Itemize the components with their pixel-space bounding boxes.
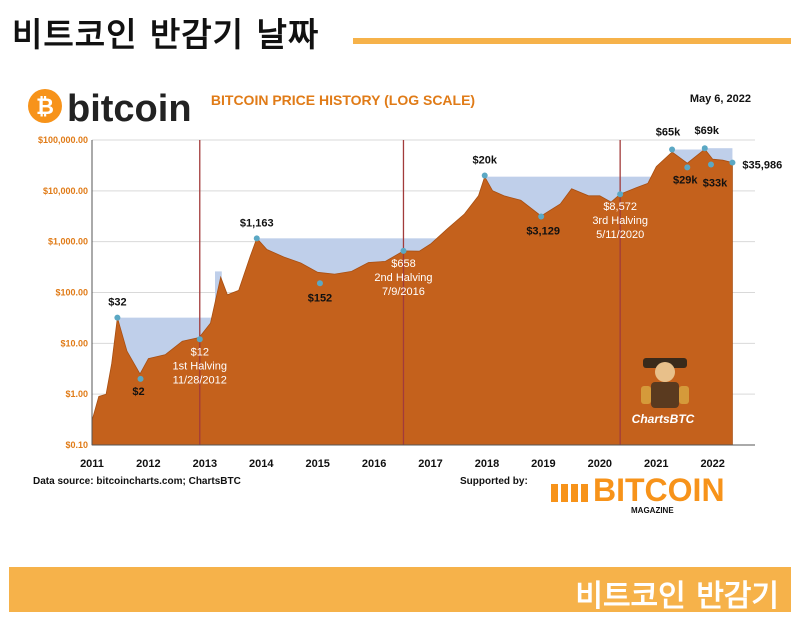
price-label: $32	[108, 297, 126, 309]
annotations: $32 $2 $1,163 $152 $20k $3,129 $65k $29k $69k $33…	[108, 125, 782, 398]
bitcoin-logo-icon	[28, 89, 62, 123]
price-point	[253, 235, 260, 242]
price-label: $152	[308, 292, 332, 304]
x-tick-label: 2016	[362, 458, 386, 470]
x-tick-label: 2011	[80, 458, 104, 470]
halving-point	[196, 336, 203, 343]
bitcoin-magazine-sub: MAGAZINE	[631, 506, 674, 515]
halving-price-label: $8,572	[603, 201, 637, 213]
halving-point	[617, 191, 624, 198]
price-label: $65k	[656, 127, 681, 139]
x-tick-label: 2014	[249, 458, 274, 470]
y-tick-label: $1,000.00	[48, 237, 88, 247]
x-tick-label: 2021	[644, 458, 668, 470]
data-source: Data source: bitcoincharts.com; ChartsBT…	[33, 476, 241, 487]
price-area-path	[91, 148, 733, 446]
bitcoin-logo-word: bitcoin	[67, 88, 192, 130]
halving-point	[400, 247, 407, 254]
halving-date-label: 7/9/2016	[382, 286, 425, 298]
price-chart: ₿ bitcoin BITCOIN PRICE HISTORY (LOG SCA…	[28, 88, 782, 515]
y-tick-label: $1.00	[65, 389, 88, 399]
price-point	[481, 172, 488, 179]
chart-title: BITCOIN PRICE HISTORY (LOG SCALE)	[211, 92, 475, 108]
mascot-label: ChartsBTC	[632, 412, 695, 426]
x-tick-label: 2015	[305, 458, 329, 470]
chartsbtc-mascot-icon	[641, 358, 689, 408]
supported-by: Supported by:	[460, 476, 528, 487]
price-point	[316, 280, 323, 287]
y-tick-label: $10,000.00	[43, 186, 88, 196]
price-point	[729, 159, 736, 166]
y-tick-label: $0.10	[65, 440, 88, 450]
y-tick-label: $100.00	[55, 288, 88, 298]
bitcoin-logo-symbol: ₿	[36, 94, 54, 119]
price-point	[701, 145, 708, 152]
price-label: $29k	[673, 174, 698, 186]
halving-name-label: 1st Halving	[173, 360, 227, 372]
chart-card: ₿ bitcoin BITCOIN PRICE HISTORY (LOG SCA…	[13, 70, 787, 518]
price-point	[707, 161, 714, 168]
price-label: $3,129	[526, 225, 560, 237]
y-tick-label: $100,000.00	[38, 135, 88, 145]
price-label: $20k	[472, 155, 497, 167]
footer-text: 비트코인 반감기	[575, 579, 779, 614]
x-tick-label: 2022	[700, 458, 724, 470]
halving-price-label: $658	[391, 258, 415, 270]
price-point	[114, 314, 121, 321]
price-label: $2	[132, 386, 144, 398]
halving-price-label: $12	[191, 346, 209, 358]
chart-date: May 6, 2022	[690, 93, 751, 105]
price-point	[538, 213, 545, 220]
price-point	[684, 164, 691, 171]
x-tick-label: 2017	[418, 458, 442, 470]
x-tick-label: 2018	[475, 458, 499, 470]
halving-lines	[199, 140, 621, 445]
footer-bar: 비트코인 반감기	[9, 567, 791, 614]
price-label: $69k	[695, 125, 720, 137]
price-point	[669, 146, 676, 153]
x-tick-label: 2012	[136, 458, 160, 470]
bitcoin-magazine-word: BITCOIN	[593, 472, 725, 508]
price-label: $35,986	[742, 160, 782, 172]
bitcoin-magazine-logo-icon	[551, 484, 588, 502]
halving-name-label: 2nd Halving	[374, 272, 432, 284]
price-label: $1,163	[240, 217, 274, 229]
halving-date-label: 5/11/2020	[596, 229, 644, 241]
price-label: $33k	[703, 177, 728, 189]
halving-name-label: 3rd Halving	[592, 215, 648, 227]
price-area	[91, 148, 733, 446]
axes: $100,000.00 $10,000.00 $1,000.00 $100.00 $10…	[38, 135, 755, 470]
y-tick-label: $10.00	[60, 338, 88, 348]
price-point	[137, 375, 144, 382]
halving-date-label: 11/28/2012	[173, 374, 227, 386]
page-title: 비트코인 반감기 날짜	[12, 15, 320, 54]
x-tick-label: 2019	[531, 458, 555, 470]
title-underline-bar	[353, 38, 791, 44]
x-tick-label: 2013	[193, 458, 217, 470]
x-tick-label: 2020	[588, 458, 612, 470]
